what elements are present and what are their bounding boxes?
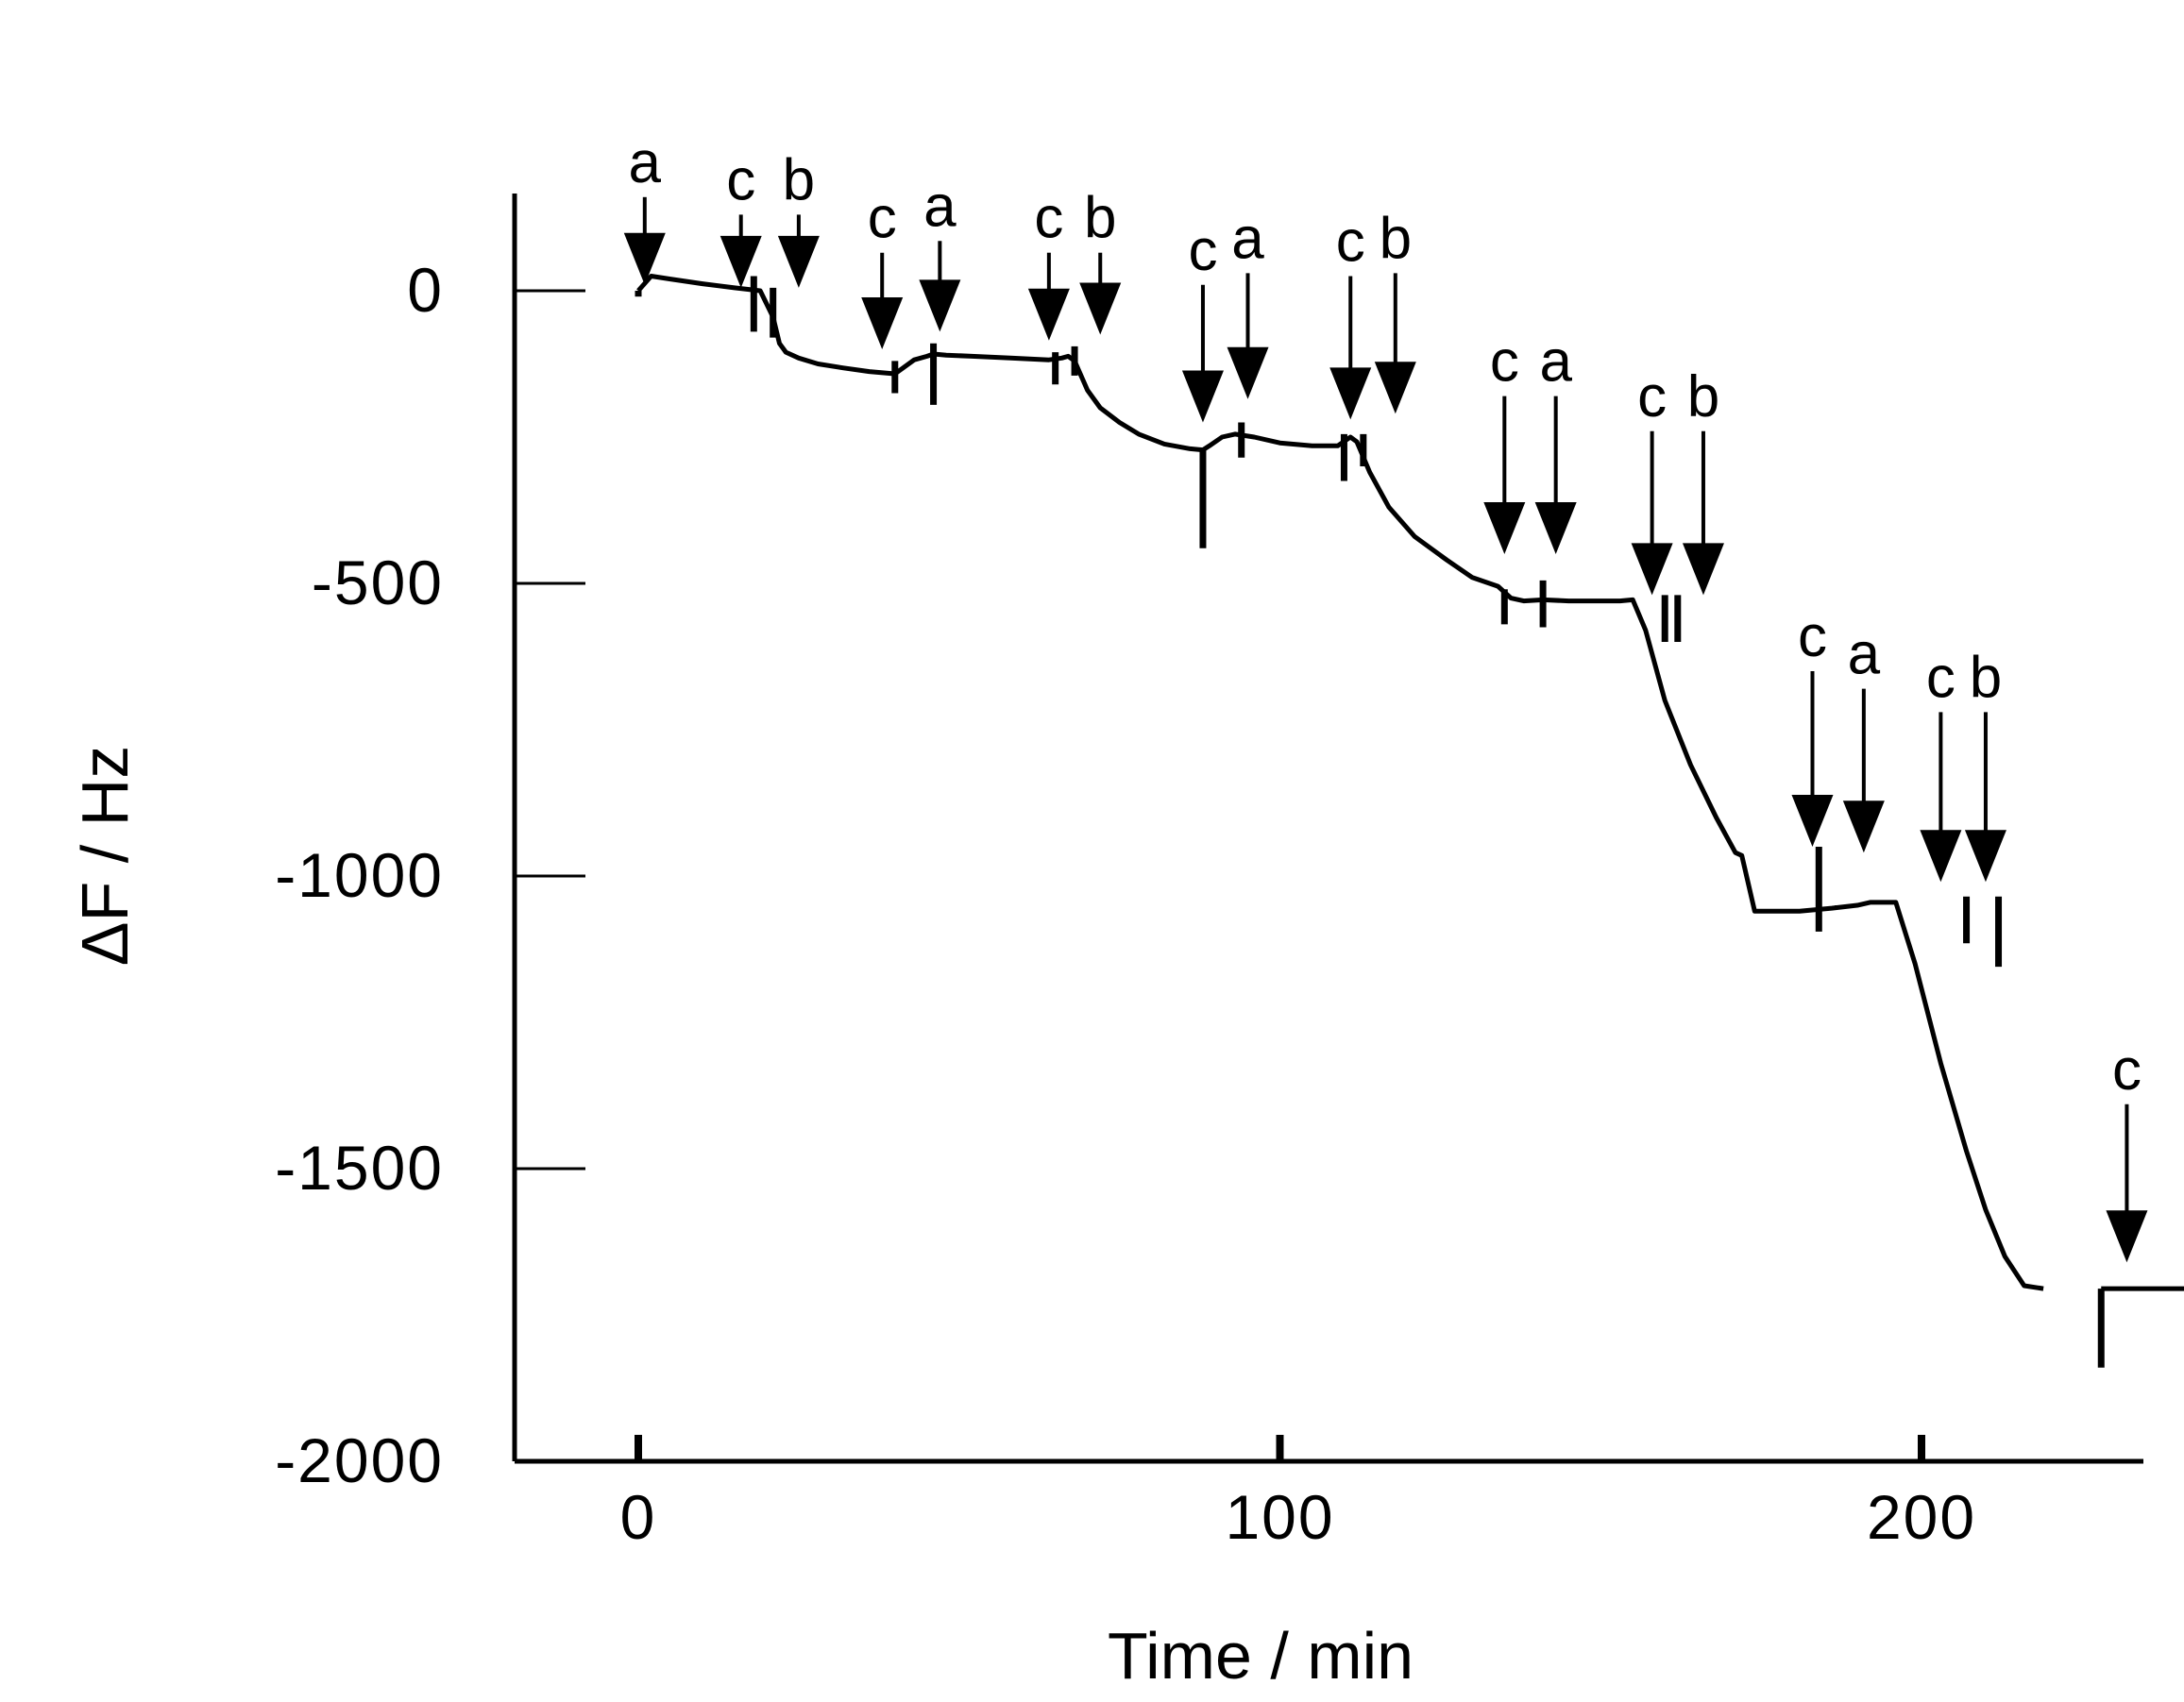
annotation-label-8: a xyxy=(1231,206,1264,271)
annotation-arrow-head-8 xyxy=(1227,346,1269,399)
x-tick-label-0: 0 xyxy=(620,1482,657,1552)
annotation-arrow-head-14 xyxy=(1682,543,1724,596)
y-axis-label: ΔF / Hz xyxy=(68,746,142,966)
y-tick-label-2: -1000 xyxy=(275,840,444,910)
annotation-label-18: b xyxy=(1970,645,2002,710)
series-line-frequency-shift xyxy=(636,274,2044,1291)
annotation-arrow-head-15 xyxy=(1791,795,1834,847)
x-tick-label-2: 200 xyxy=(1867,1482,1976,1552)
annotation-arrow-head-10 xyxy=(1374,362,1416,414)
annotation-label-13: c xyxy=(1637,364,1667,430)
annotation-arrow-head-16 xyxy=(1842,800,1885,853)
annotation-label-17: c xyxy=(1926,645,1955,710)
annotation-label-5: c xyxy=(1034,186,1063,251)
annotation-label-11: c xyxy=(1490,329,1519,395)
y-tick-label-0: 0 xyxy=(407,255,444,325)
annotation-arrow-head-19 xyxy=(2106,1210,2148,1263)
annotation-arrow-head-3 xyxy=(861,297,904,349)
y-tick-label-4: -2000 xyxy=(275,1425,444,1495)
annotation-arrows: a c bc a c b c a c bc ac bc a c bc xyxy=(623,130,2148,1263)
annotation-label-2: b xyxy=(783,147,815,212)
annotation-label-0: a xyxy=(629,130,662,195)
annotation-arrow-head-17 xyxy=(1920,830,1962,883)
annotation-arrow-head-11 xyxy=(1483,502,1526,554)
y-tick-label-1: -500 xyxy=(312,548,444,617)
axes xyxy=(512,194,2143,1464)
annotation-arrow-head-2 xyxy=(777,235,820,288)
annotation-arrow-head-0 xyxy=(623,232,666,285)
annotation-label-9: c xyxy=(1336,210,1365,275)
annotation-arrow-head-12 xyxy=(1534,502,1577,554)
annotation-label-10: b xyxy=(1380,206,1412,271)
spikes xyxy=(635,276,2105,1368)
annotation-label-15: c xyxy=(1798,604,1827,669)
annotation-arrow-head-1 xyxy=(720,235,762,288)
annotation-label-19: c xyxy=(2112,1037,2142,1103)
trace-group xyxy=(636,274,2184,1291)
annotation-arrow-head-13 xyxy=(1631,543,1673,596)
y-tick-label-3: -1500 xyxy=(275,1133,444,1203)
annotation-arrow-head-18 xyxy=(1964,830,2006,883)
annotation-label-12: a xyxy=(1539,329,1572,395)
ticks: 0 -500 -1000 -1500 -2000 0 100 200 xyxy=(275,255,1976,1552)
annotation-arrow-head-4 xyxy=(919,279,961,332)
annotation-label-16: a xyxy=(1848,622,1881,687)
annotation-arrow-head-7 xyxy=(1181,370,1224,423)
annotation-label-7: c xyxy=(1188,218,1217,283)
annotation-label-14: b xyxy=(1687,364,1719,430)
annotation-label-4: a xyxy=(923,174,957,239)
annotation-label-1: c xyxy=(726,147,755,212)
annotation-arrow-head-6 xyxy=(1079,282,1122,335)
x-axis-label: Time / min xyxy=(1108,1619,1414,1693)
annotation-arrow-head-9 xyxy=(1329,367,1372,420)
x-tick-label-1: 100 xyxy=(1225,1482,1334,1552)
annotation-label-6: b xyxy=(1084,186,1116,251)
annotation-label-3: c xyxy=(868,186,897,251)
annotation-arrow-head-5 xyxy=(1027,288,1070,341)
